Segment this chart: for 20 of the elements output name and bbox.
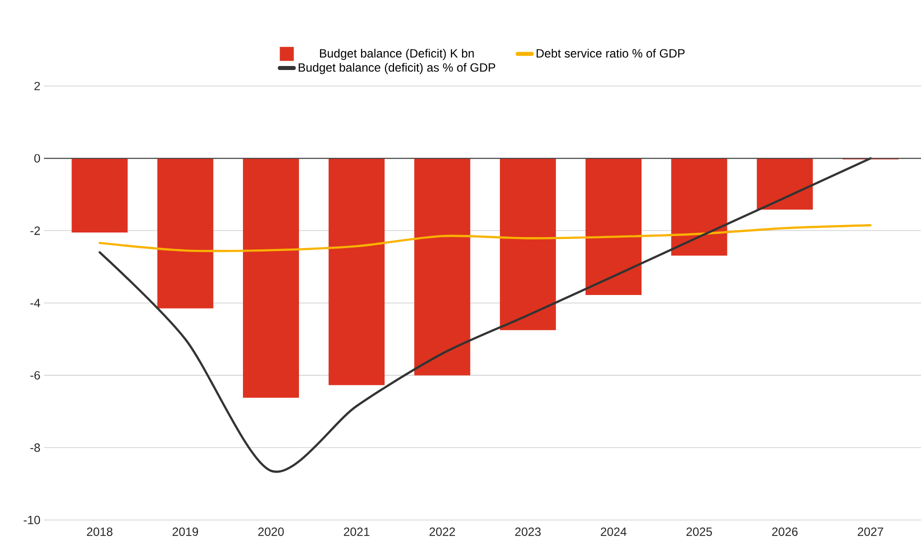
y-tick-label: 2 [34,82,40,90]
x-tick-label: 2026 [772,527,798,536]
y-tick-label: -2 [30,226,40,235]
y-tick-label: 0 [34,154,40,163]
legend-label: Debt service ratio % of GDP [536,48,685,58]
legend-label: Budget balance (Deficit) K bn [320,48,474,60]
x-tick-label: 2024 [600,527,626,536]
y-tick-label: -4 [30,298,40,308]
x-tick-label: 2018 [86,527,112,536]
x-tick-label: 2020 [258,527,284,536]
x-tick-label: 2025 [686,527,712,536]
x-tick-label: 2027 [858,527,884,536]
y-tick-label: -8 [30,443,40,452]
y-tick-label: -10 [24,516,40,524]
x-tick-label: 2021 [344,527,370,536]
legend-label: Budget balance (deficit) as % of GDP [298,62,496,74]
x-tick-label: 2022 [430,527,455,536]
y-tick-label: -6 [30,371,40,380]
x-tick-label: 2019 [172,527,198,536]
x-tick-label: 2023 [515,527,541,536]
